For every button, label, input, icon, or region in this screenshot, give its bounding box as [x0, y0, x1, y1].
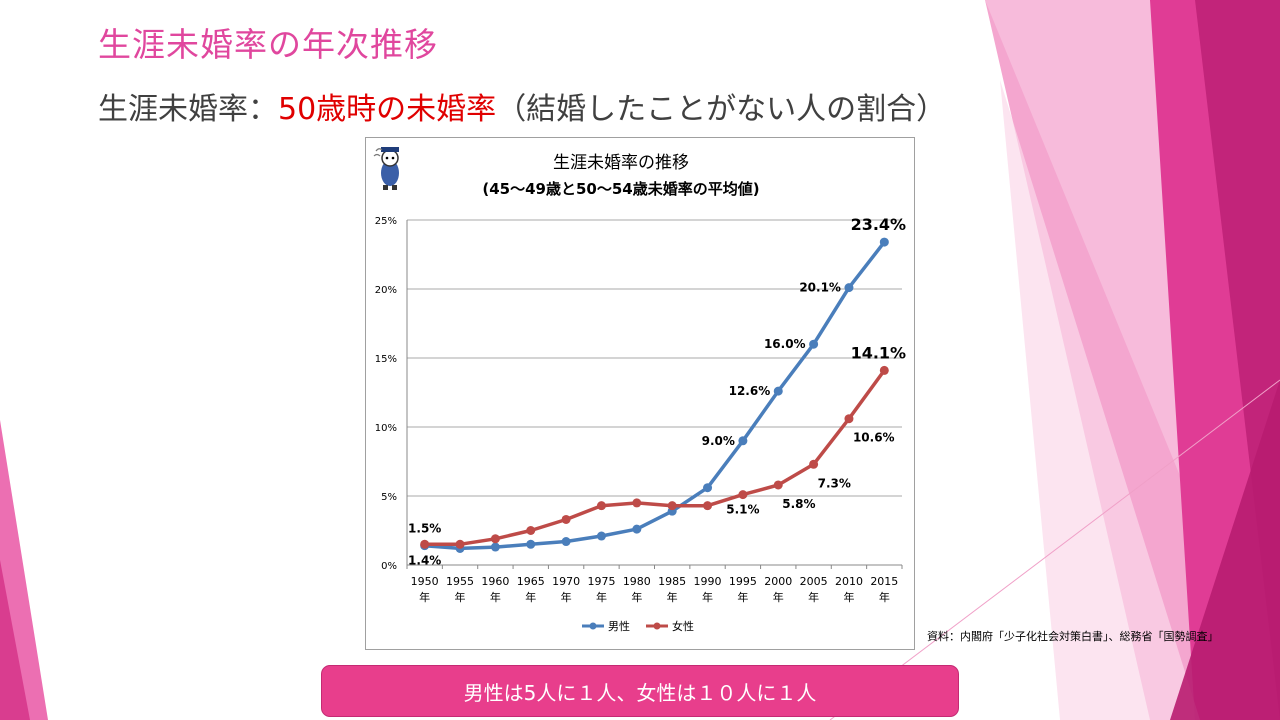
summary-banner-text: 男性は5人に１人、女性は１０人に１人	[463, 680, 817, 705]
x-tick-suffix: 年	[419, 590, 430, 604]
x-tick-suffix: 年	[843, 590, 854, 604]
y-tick-label: 10%	[375, 423, 397, 434]
data-point	[773, 480, 783, 490]
chart-legend: 男性 女性	[582, 619, 694, 633]
x-tick-label: 1950	[411, 575, 439, 588]
x-tick-label: 1975	[587, 575, 615, 588]
chart-title-line2: (45～49歳と50～54歳未婚率の平均値)	[482, 180, 759, 198]
x-tick-suffix: 年	[561, 590, 572, 604]
subtitle-suffix: （結婚したことがない人の割合）	[496, 92, 947, 127]
chart-frame: 生涯未婚率の推移 (45～49歳と50～54歳未婚率の平均値) 0% 5% 10% 1…	[365, 137, 915, 650]
data-point	[632, 498, 642, 508]
x-tick-suffix: 年	[702, 590, 713, 604]
legend-label: 男性	[608, 619, 630, 633]
data-label: 20.1%	[799, 281, 841, 295]
legend-marker-0	[589, 622, 597, 630]
data-point	[490, 534, 500, 544]
data-label: 1.5%	[408, 521, 441, 535]
x-tick-suffix: 年	[879, 590, 890, 604]
subtitle-prefix: 生涯未婚率：	[98, 92, 278, 127]
data-point	[596, 501, 606, 511]
data-label: 23.4%	[851, 215, 907, 234]
data-point	[667, 501, 677, 511]
data-point	[703, 501, 713, 511]
x-tick-label: 1970	[552, 575, 580, 588]
subtitle-highlight: 50歳時の未婚率	[278, 92, 497, 127]
legend-label: 女性	[672, 619, 694, 633]
series-lines	[424, 241, 886, 551]
x-tick-label: 1985	[658, 575, 686, 588]
data-point	[879, 365, 889, 375]
data-point	[809, 339, 819, 349]
data-label: 12.6%	[729, 384, 771, 398]
x-tick-suffix: 年	[525, 590, 536, 604]
x-tick-label: 1965	[517, 575, 545, 588]
y-tick-label: 5%	[381, 492, 397, 503]
y-tick-label: 25%	[375, 216, 397, 227]
x-tick-suffix: 年	[490, 590, 501, 604]
data-point	[703, 483, 713, 493]
data-label: 14.1%	[851, 343, 907, 362]
data-point	[809, 459, 819, 469]
y-tick-label: 0%	[381, 561, 397, 572]
data-point	[844, 414, 854, 424]
source-note: 資料：内閣府「少子化社会対策白書」、総務省「国勢調査」	[927, 630, 1219, 643]
series-line-0	[424, 241, 886, 551]
x-axis: 1950 年 1955 年 1960 年 1965 年 1970 年 1975 年 1980 年 1985 年…	[406, 565, 903, 604]
data-point	[773, 386, 783, 396]
chart-title-line1: 生涯未婚率の推移	[553, 153, 689, 173]
x-tick-suffix: 年	[773, 590, 784, 604]
x-tick-suffix: 年	[808, 590, 819, 604]
data-point	[526, 539, 536, 549]
x-tick-label: 1980	[623, 575, 651, 588]
y-tick-label: 20%	[375, 285, 397, 296]
grid-lines	[407, 219, 902, 566]
data-point	[455, 539, 465, 549]
x-tick-suffix: 年	[455, 590, 466, 604]
data-label: 9.0%	[702, 434, 735, 448]
x-tick-label: 1995	[729, 575, 757, 588]
x-tick-label: 2010	[835, 575, 863, 588]
x-tick-suffix: 年	[737, 590, 748, 604]
y-tick-label: 15%	[375, 354, 397, 365]
slide-title: 生涯未婚率の年次推移	[98, 25, 438, 64]
data-label: 5.8%	[782, 497, 815, 511]
x-tick-label: 2005	[800, 575, 828, 588]
data-point	[526, 526, 536, 535]
data-labels: 1.4% 9.0% 12.6% 16.0% 20.1% 23.4% 1.5% 5.1% 5.8%…	[408, 215, 906, 568]
x-tick-label: 1960	[481, 575, 509, 588]
data-point	[490, 542, 500, 552]
data-label: 16.0%	[764, 337, 806, 351]
x-tick-label: 2015	[870, 575, 898, 588]
data-point	[561, 514, 571, 524]
data-point	[632, 524, 642, 534]
data-point	[879, 237, 889, 247]
data-point	[596, 531, 606, 541]
data-point	[738, 490, 748, 500]
x-tick-suffix: 年	[596, 590, 607, 604]
mascot-icon	[373, 147, 399, 190]
data-label: 5.1%	[726, 503, 759, 517]
data-point	[738, 436, 748, 446]
series-points	[420, 237, 889, 553]
slide-subtitle: 生涯未婚率：50歳時の未婚率（結婚したことがない人の割合）	[98, 84, 946, 128]
summary-banner: 男性は5人に１人、女性は１０人に１人	[321, 665, 959, 717]
line-chart: 生涯未婚率の推移 (45～49歳と50～54歳未婚率の平均値) 0% 5% 10% 1…	[373, 147, 906, 633]
series-line-1	[424, 369, 886, 547]
x-tick-label: 1990	[694, 575, 722, 588]
y-axis: 0% 5% 10% 15% 20% 25%	[375, 216, 408, 572]
x-tick-suffix: 年	[667, 590, 678, 604]
data-label: 7.3%	[818, 476, 851, 490]
legend-marker-1	[653, 622, 661, 630]
data-point	[844, 283, 854, 293]
data-point	[420, 539, 430, 549]
x-tick-suffix: 年	[631, 590, 642, 604]
data-label: 10.6%	[853, 431, 895, 445]
x-tick-label: 1955	[446, 575, 474, 588]
x-tick-label: 2000	[764, 575, 792, 588]
data-label: 1.4%	[408, 554, 441, 568]
data-point	[561, 537, 571, 547]
